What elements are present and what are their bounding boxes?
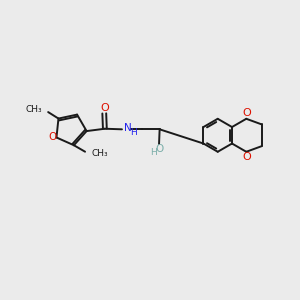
Text: O: O xyxy=(49,133,57,142)
Text: O: O xyxy=(155,144,163,154)
Text: H: H xyxy=(150,148,157,158)
Text: O: O xyxy=(242,109,251,118)
Text: CH₃: CH₃ xyxy=(92,149,108,158)
Text: N: N xyxy=(124,123,131,133)
Text: O: O xyxy=(100,103,109,113)
Text: H: H xyxy=(130,128,136,137)
Text: CH₃: CH₃ xyxy=(25,105,42,114)
Text: O: O xyxy=(242,152,251,162)
